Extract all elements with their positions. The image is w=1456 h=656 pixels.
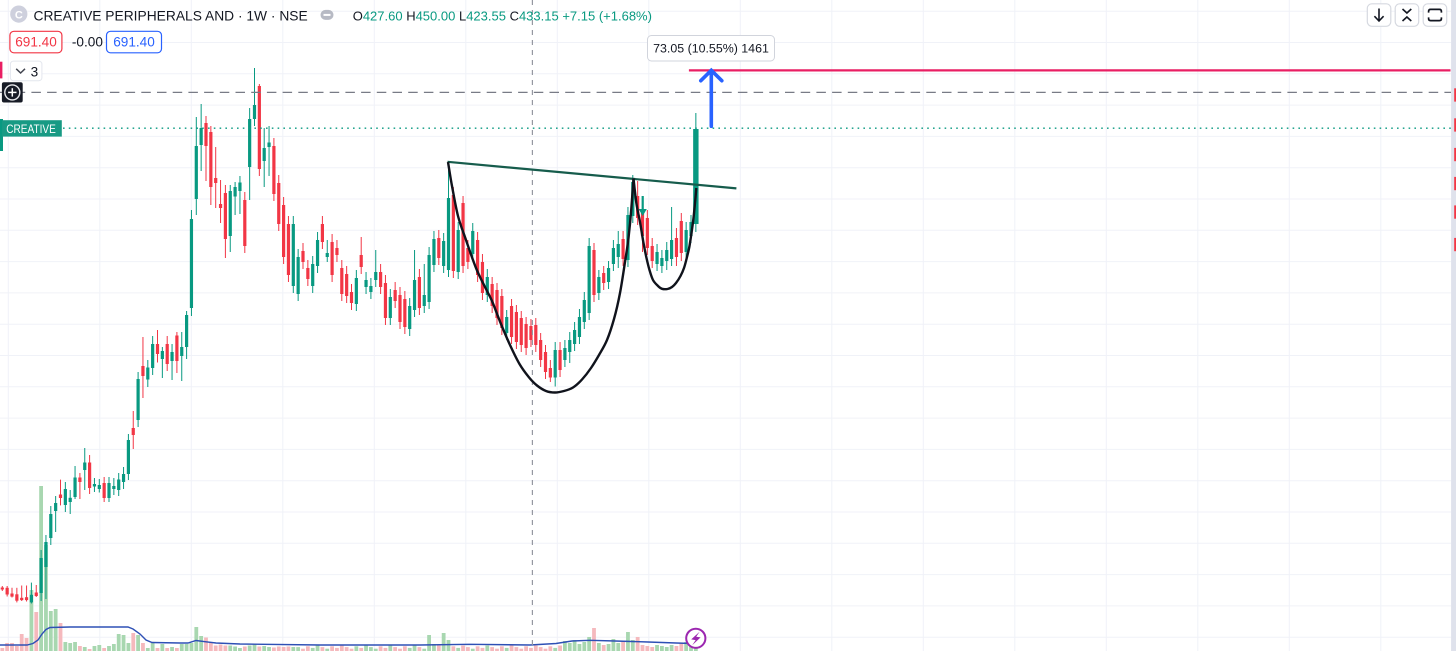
svg-text:691.40: 691.40 <box>15 35 57 50</box>
svg-text:-0.00: -0.00 <box>72 35 103 50</box>
svg-text:C: C <box>15 9 23 21</box>
svg-text:O427.60 H450.00 L423.55 C433.1: O427.60 H450.00 L423.55 C433.15 +7.15 (+… <box>353 9 652 24</box>
svg-text:691.40: 691.40 <box>113 35 155 50</box>
svg-text:3: 3 <box>31 64 39 79</box>
svg-text:73.05 (10.55%) 1461: 73.05 (10.55%) 1461 <box>653 42 769 56</box>
svg-text:CREATIVE: CREATIVE <box>6 122 56 136</box>
svg-text:CREATIVE PERIPHERALS AND · 1W: CREATIVE PERIPHERALS AND · 1W · NSE <box>34 9 308 24</box>
